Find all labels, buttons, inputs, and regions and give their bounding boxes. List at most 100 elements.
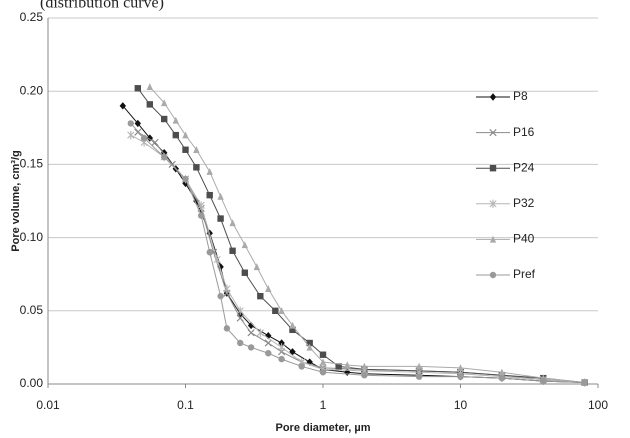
marker [236, 314, 244, 322]
marker [134, 119, 142, 128]
marker [241, 269, 249, 276]
marker [223, 284, 231, 294]
x-axis-label: Pore diameter, µm [276, 422, 371, 434]
marker [289, 321, 296, 329]
series-line [137, 87, 585, 384]
marker [498, 368, 506, 376]
marker [247, 321, 255, 330]
series-line [149, 86, 585, 384]
marker [146, 83, 153, 91]
marker [134, 85, 142, 92]
marker [182, 175, 189, 183]
marker [306, 343, 313, 351]
marker [182, 146, 189, 153]
marker [415, 373, 423, 380]
y-tick-label: 0.10 [20, 230, 44, 244]
marker [335, 363, 342, 370]
marker [197, 212, 205, 219]
marker [265, 350, 272, 357]
marker [168, 160, 176, 169]
marker [223, 325, 231, 332]
x-tick-label: 1 [320, 398, 327, 412]
marker [415, 362, 423, 370]
marker [119, 102, 127, 110]
legend-label: P32 [513, 196, 535, 210]
marker [146, 134, 153, 142]
marker [264, 339, 272, 347]
marker [344, 361, 351, 369]
marker [172, 131, 179, 139]
marker [127, 130, 135, 140]
marker [236, 306, 244, 315]
marker [278, 343, 286, 352]
marker [134, 128, 142, 136]
marker [289, 348, 296, 356]
marker [319, 351, 327, 358]
marker [253, 263, 260, 271]
marker [489, 199, 497, 208]
marker [319, 358, 327, 366]
marker [206, 168, 213, 175]
marker [217, 192, 224, 200]
legend-label: P40 [513, 232, 535, 246]
marker [457, 364, 464, 372]
marker [146, 101, 153, 108]
marker [278, 307, 285, 314]
marker [256, 328, 264, 337]
y-tick-label: 0.20 [20, 83, 44, 97]
marker [489, 128, 497, 137]
legend-label: P8 [513, 89, 528, 103]
marker [257, 292, 264, 300]
marker [172, 116, 179, 124]
y-tick-label: 0.05 [20, 303, 44, 317]
marker [272, 307, 279, 314]
marker [217, 215, 224, 222]
legend-label: P16 [513, 125, 535, 139]
marker [540, 377, 547, 385]
legend-label: Pref [513, 267, 536, 281]
marker [161, 99, 168, 107]
x-tick-label: 0.01 [36, 398, 60, 412]
y-tick-label: 0.25 [20, 10, 44, 24]
marker [298, 363, 305, 370]
marker [498, 374, 506, 382]
marker [361, 372, 368, 379]
marker [306, 339, 313, 347]
marker [193, 146, 200, 153]
marker [247, 329, 255, 337]
marker [206, 249, 213, 256]
marker [289, 326, 296, 334]
marker [217, 292, 224, 300]
legend-label: P24 [513, 160, 535, 174]
y-axis-label: Pore volume, cm³/g [10, 150, 22, 251]
marker [229, 247, 236, 254]
marker [182, 131, 189, 139]
marker [489, 93, 497, 101]
marker [193, 164, 200, 171]
marker [213, 255, 221, 264]
marker [581, 379, 588, 386]
marker [140, 134, 148, 142]
marker [151, 138, 159, 147]
x-tick-label: 100 [588, 398, 608, 412]
chart-title: (distribution curve) [40, 0, 164, 12]
marker [241, 241, 249, 249]
series-line [130, 123, 585, 384]
x-tick-label: 0.1 [177, 398, 194, 412]
marker [237, 339, 244, 347]
marker [182, 179, 189, 188]
marker [247, 344, 255, 351]
marker [193, 197, 200, 205]
marker [489, 271, 497, 279]
marker [361, 362, 368, 370]
marker [489, 165, 497, 172]
y-tick-label: 0.15 [20, 157, 44, 171]
marker [197, 201, 205, 210]
marker [127, 120, 134, 127]
marker [278, 339, 285, 347]
marker [161, 153, 168, 161]
marker [319, 369, 327, 376]
marker [489, 235, 497, 243]
x-tick-label: 10 [454, 398, 468, 412]
